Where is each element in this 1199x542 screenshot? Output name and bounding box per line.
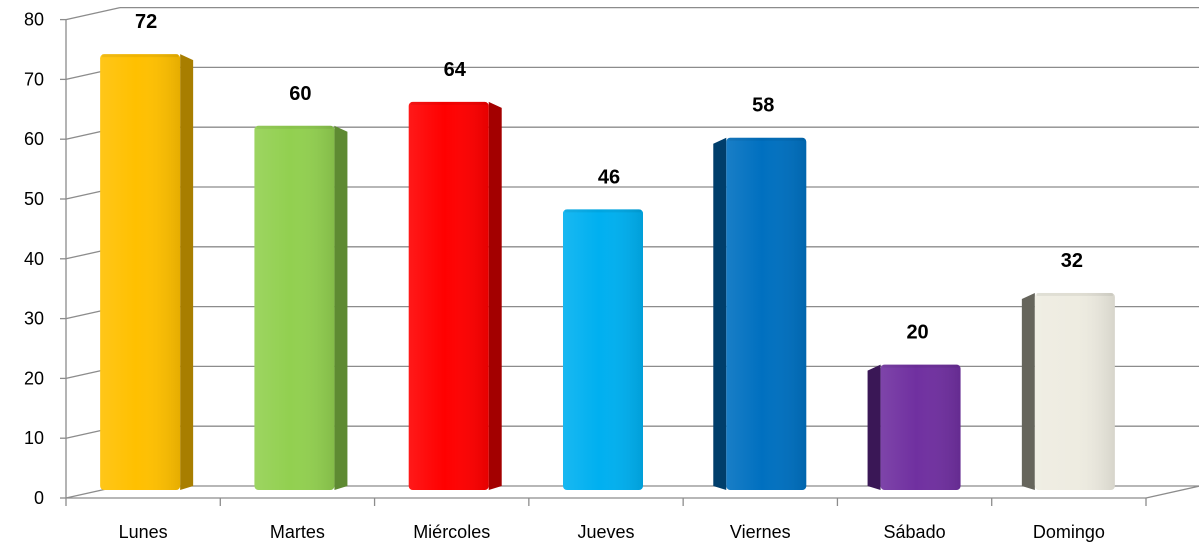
y-tick-label: 10 <box>24 428 44 448</box>
data-label: 20 <box>906 322 928 344</box>
axes: 0 10 20 30 40 50 60 70 80 <box>24 10 1199 508</box>
x-tick-label: Sábado <box>884 522 946 542</box>
gridline-side <box>65 6 121 21</box>
bar-shine <box>880 364 961 490</box>
x-tick-label: Lunes <box>119 522 168 542</box>
y-tick-label: 70 <box>24 69 44 89</box>
bar-shine <box>726 137 807 491</box>
y-tick-label: 40 <box>24 249 44 269</box>
bar-top <box>882 364 959 368</box>
x-tick-label: Miércoles <box>413 522 490 542</box>
bar <box>1021 292 1115 490</box>
bar-shine <box>254 125 335 491</box>
data-label: 64 <box>444 59 467 81</box>
bar-side <box>488 101 502 491</box>
bar-side <box>180 54 194 490</box>
data-label: 32 <box>1061 250 1083 272</box>
y-tick-label: 20 <box>24 368 44 388</box>
x-tick-label: Domingo <box>1033 522 1105 542</box>
x-tick-label: Viernes <box>730 522 791 542</box>
bar-side <box>713 137 727 491</box>
bar <box>713 137 807 491</box>
y-tick-label: 80 <box>24 10 44 30</box>
bar-side <box>867 364 881 490</box>
bar-side <box>1021 292 1035 490</box>
data-label: 58 <box>752 95 774 117</box>
bar-shine <box>408 101 489 491</box>
bar-top <box>256 125 333 129</box>
y-tick-label: 30 <box>24 309 44 329</box>
x-tick-label: Jueves <box>577 522 634 542</box>
bar-top <box>728 137 805 141</box>
data-label: 46 <box>598 166 620 188</box>
bar <box>100 54 194 490</box>
labels: 72 Lunes 60 Martes 64 Miércoles 46 Jueves 58 Vier… <box>119 11 1105 542</box>
bar-shine <box>100 54 181 490</box>
x-tick-label: Martes <box>270 522 325 542</box>
floor-edge <box>1145 485 1199 499</box>
bar-top <box>1036 292 1113 296</box>
y-tick-label: 60 <box>24 129 44 149</box>
data-label: 72 <box>135 11 157 33</box>
bar <box>867 364 961 490</box>
bar-top <box>102 54 179 58</box>
bar-shine <box>563 209 643 490</box>
bars <box>100 54 1115 491</box>
bar-top <box>565 209 641 213</box>
bar <box>408 101 502 491</box>
bar <box>563 209 643 490</box>
bar-top <box>410 101 487 105</box>
bar-shine <box>1034 292 1115 490</box>
bar-side <box>334 125 348 491</box>
data-label: 60 <box>289 83 311 105</box>
y-tick-label: 50 <box>24 189 44 209</box>
bar <box>254 125 348 491</box>
y-tick-label: 0 <box>34 488 44 508</box>
